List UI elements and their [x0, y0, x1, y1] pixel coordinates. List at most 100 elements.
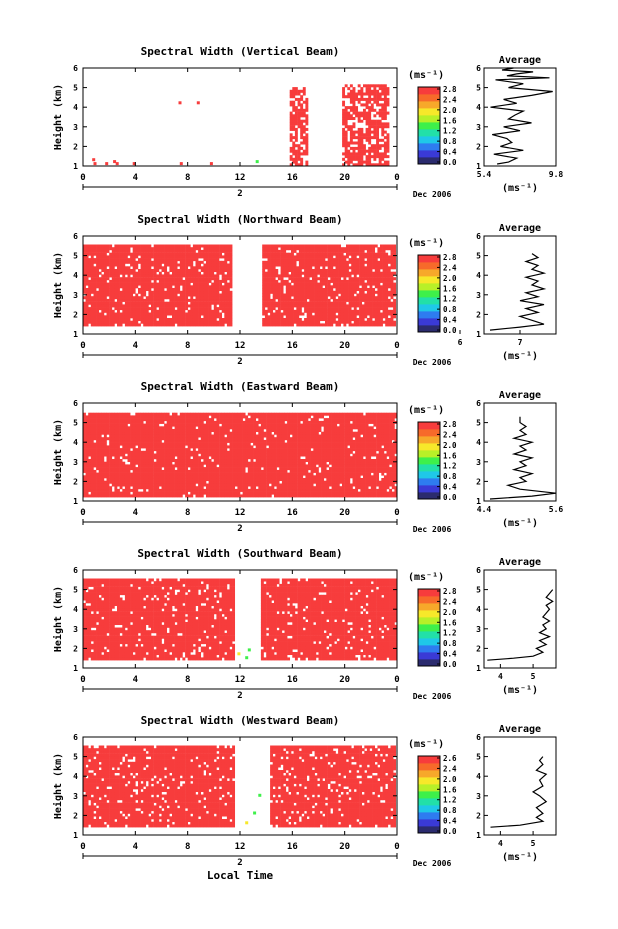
chart-1-cell	[174, 277, 178, 281]
chart-0-cell	[292, 141, 296, 145]
chart-2-cell	[174, 439, 178, 443]
chart-0-cell	[300, 103, 304, 107]
chart-1-cell	[190, 288, 194, 292]
chart-1-cell	[164, 293, 168, 297]
chart-0-cell	[365, 136, 369, 140]
chart-1-cell	[132, 279, 136, 283]
chart-1-cell	[314, 293, 318, 297]
chart-1-cell	[109, 258, 113, 262]
chart-2-cell	[192, 439, 196, 443]
chart-1-cell	[327, 309, 331, 313]
chart-1-cell	[359, 296, 363, 300]
chart-0-ytick-label: 3	[73, 123, 78, 132]
chart-1-cell	[122, 312, 126, 316]
chart-1-cell	[390, 266, 394, 270]
chart-2-cell	[109, 480, 113, 484]
chart-1-cell	[314, 266, 318, 270]
chart-2-cell	[119, 423, 123, 427]
chart-2-cell	[179, 480, 183, 484]
chart-1-cell	[369, 279, 373, 283]
chart-1-cell	[138, 244, 141, 248]
chart-2-cell	[192, 453, 196, 457]
chart-1-cell	[208, 260, 212, 264]
chart-2-cell	[190, 439, 194, 443]
chart-1-cell	[343, 293, 347, 297]
chart-2-cell	[132, 464, 136, 468]
chart-0-cell	[344, 149, 348, 153]
chart-1-cell	[340, 318, 344, 322]
chart-0-cell	[305, 103, 309, 107]
chart-1-cell	[301, 271, 305, 275]
chart-1-cell	[267, 260, 271, 264]
chart-1-cell	[164, 315, 168, 319]
chart-2-cell	[101, 494, 105, 498]
chart-1-cell	[174, 266, 178, 270]
chart-1-cell	[322, 304, 326, 308]
chart-0-cell	[370, 89, 374, 93]
chart-2-cell	[138, 418, 141, 422]
chart-2-cell	[130, 426, 134, 430]
chart-1-cell	[296, 282, 300, 286]
chart-1-cell	[291, 298, 294, 302]
chart-1-cell	[390, 315, 394, 319]
chart-1-cell	[314, 263, 318, 267]
chart-2-cell	[130, 459, 134, 463]
chart-1-cell	[377, 318, 381, 322]
chart-1-cell	[312, 288, 315, 292]
chart-2-cell	[117, 415, 120, 419]
chart-1-cell	[96, 277, 100, 281]
chart-1-cell	[182, 269, 186, 273]
chart-1-avg-ytick-label: 3	[476, 291, 481, 300]
chart-1-cell	[229, 279, 233, 283]
chart-1-cell	[306, 282, 310, 286]
chart-1-cell	[140, 247, 144, 251]
chart-1-cell	[221, 247, 225, 251]
chart-0-cell	[368, 111, 372, 115]
chart-1-cell	[332, 285, 336, 289]
chart-1-cell	[361, 277, 365, 281]
chart-0-cell	[376, 97, 380, 101]
chart-1-cell	[312, 309, 315, 313]
chart-1-cell	[111, 249, 115, 253]
chart-1-cell	[145, 312, 149, 316]
chart-1-cell	[122, 282, 126, 286]
chart-1-cell	[293, 312, 297, 316]
chart-2-cell	[148, 488, 152, 492]
chart-1-colorbar-segment	[418, 297, 440, 305]
chart-2-cell	[111, 494, 115, 498]
chart-1-cell	[216, 301, 220, 305]
chart-2-cell	[185, 483, 189, 487]
chart-1-cell	[359, 298, 363, 302]
chart-0-cell	[373, 125, 377, 129]
chart-1-cell	[153, 274, 157, 278]
chart-1-cell	[151, 312, 154, 316]
chart-1-cell	[148, 260, 152, 264]
chart-1-cell	[385, 282, 389, 286]
chart-1-cell	[280, 263, 284, 267]
chart-2-cell	[93, 469, 97, 473]
chart-1-cell	[106, 312, 110, 316]
chart-1-cell	[361, 304, 365, 308]
chart-1-cell	[85, 304, 89, 308]
chart-1-cell	[85, 312, 89, 316]
chart-1-cell	[103, 263, 107, 267]
chart-1-cell	[109, 271, 113, 275]
chart-2-cell	[179, 431, 183, 435]
chart-1-cell	[309, 315, 313, 319]
chart-0-colorbar-tick-label: 0.8	[443, 137, 457, 146]
chart-1-cell	[382, 315, 386, 319]
chart-2-cell	[127, 480, 131, 484]
chart-0-cell	[386, 146, 390, 150]
chart-1-cell	[277, 252, 281, 256]
chart-1-cell	[156, 266, 160, 270]
chart-2-cell	[187, 453, 191, 457]
chart-1-cell	[93, 266, 97, 270]
chart-2-cell	[182, 472, 186, 476]
chart-1-cell	[382, 252, 386, 256]
chart-1-cell	[208, 277, 212, 281]
chart-1-cell	[185, 252, 189, 256]
chart-1-cell	[148, 274, 152, 278]
chart-1-cell	[130, 282, 134, 286]
chart-0-cell	[294, 119, 298, 123]
chart-0-cell	[373, 114, 377, 118]
